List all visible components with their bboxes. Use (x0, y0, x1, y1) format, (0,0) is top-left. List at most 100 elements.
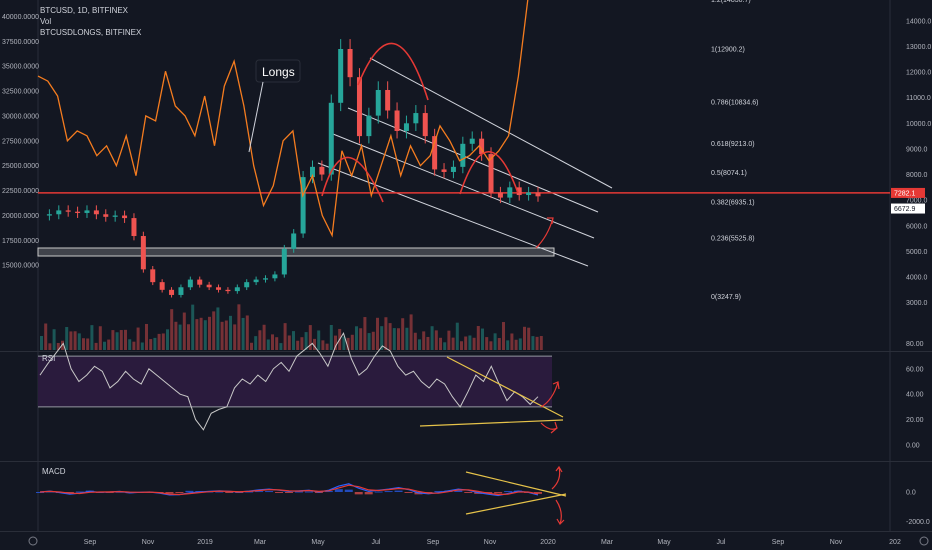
volume-bar (77, 333, 81, 350)
candle-body (526, 192, 532, 196)
candle-body (178, 287, 184, 295)
volume-bar (397, 328, 400, 350)
channel-line (369, 57, 613, 189)
macd-axis-tick: -2000.0 (906, 519, 930, 526)
macd-histogram-bar (225, 492, 234, 493)
macd-histogram-bar (304, 491, 313, 493)
volume-bar (94, 342, 98, 350)
candle-body (206, 284, 212, 288)
x-axis-tick: Jul (717, 539, 726, 546)
candle-body (150, 269, 156, 283)
macd-histogram-bar (36, 492, 44, 493)
volume-bar (502, 322, 505, 350)
volume-bar (392, 328, 396, 350)
macd-histogram-bar (215, 491, 224, 493)
volume-bar (283, 323, 287, 350)
candle-body (356, 77, 362, 137)
x-axis-tick: May (311, 539, 325, 546)
volume-bar (140, 342, 144, 350)
macd-histogram-bar (45, 491, 54, 493)
left-axis-tick: 15000.0000 (2, 263, 39, 270)
right-axis-tick: 7000.0 (906, 198, 928, 205)
volume-bar (376, 317, 379, 350)
fib-level-label: 0.786(10834.6) (711, 99, 758, 106)
candle-body (197, 279, 203, 285)
macd-histogram-bar (464, 492, 473, 493)
macd-histogram-bar (364, 492, 373, 495)
volume-bar (145, 323, 148, 350)
volume-bar (296, 340, 300, 350)
candle-body (338, 49, 344, 103)
left-axis-tick: 17500.0000 (2, 238, 39, 245)
candle-body (460, 143, 466, 167)
volume-bar (258, 330, 262, 350)
volume-bar (359, 328, 363, 350)
volume-bar (279, 343, 283, 350)
candle-body (375, 89, 381, 116)
volume-bar (334, 335, 337, 350)
volume-bar (124, 329, 127, 350)
candle-body (394, 110, 400, 131)
volume-bar (119, 330, 123, 350)
right-axis-tick: 11000.0 (906, 95, 931, 102)
macd-histogram-bar (115, 491, 124, 493)
candle-body (319, 166, 325, 175)
left-shoulder-arc (321, 156, 384, 203)
volume-bar (380, 326, 384, 350)
rsi-axis-tick: 0.00 (906, 443, 920, 450)
volume-bar (342, 336, 346, 350)
volume-bar (48, 343, 52, 350)
candle-body (187, 279, 193, 288)
macd-trendline-upper (465, 471, 567, 497)
x-axis-tick: 2020 (540, 539, 556, 546)
volume-bar (292, 331, 295, 350)
macd-histogram-bar (324, 491, 333, 493)
price-tag-last: 6672.9 (894, 206, 916, 213)
rsi-band (38, 356, 552, 407)
volume-bar (300, 337, 304, 350)
x-axis-tick: Jul (372, 539, 381, 546)
volume-bar (115, 332, 119, 350)
signal-line (39, 484, 539, 496)
right-axis-tick: 12000.0 (906, 70, 931, 77)
candle-body (300, 177, 306, 234)
macd-histogram-bar (294, 491, 303, 493)
fib-level-label: 0(3247.9) (711, 294, 741, 301)
candle-body (422, 113, 428, 137)
macd-histogram-bar (424, 492, 433, 493)
volume-bar (409, 314, 413, 350)
volume-bar (266, 339, 270, 350)
volume-bar (493, 333, 497, 350)
volume-bar (245, 315, 249, 350)
volume-bar (199, 317, 203, 350)
volume-bar (535, 336, 539, 350)
x-axis-tick: May (657, 539, 671, 546)
candle-body (432, 136, 438, 170)
volume-bar (216, 307, 220, 350)
volume-bar (56, 342, 60, 350)
right-axis-tick: 8000.0 (906, 172, 928, 179)
rsi-axis-tick: 20.00 (906, 417, 924, 424)
volume-bar (191, 304, 195, 350)
volume-bar (313, 338, 316, 350)
right-axis-tick: 3000.0 (906, 300, 928, 307)
candle-body (535, 192, 541, 197)
candle-body (347, 49, 353, 78)
candle-body (225, 289, 231, 292)
macd-axis-tick: 0.0 (906, 490, 916, 497)
volume-bar (233, 324, 237, 350)
price-tag-bg (891, 203, 925, 214)
volume-bar (325, 343, 329, 350)
macd-histogram-bar (354, 492, 363, 495)
candle-body (479, 138, 485, 155)
volume-bar (321, 340, 325, 350)
volume-bar (476, 326, 480, 350)
candle-body (309, 166, 315, 178)
volume-bar (250, 342, 253, 350)
volume-legend: Vol (40, 17, 52, 26)
volume-bar (518, 338, 522, 350)
candle-body (469, 138, 475, 144)
candle-body (281, 248, 287, 275)
support-zone (37, 247, 555, 257)
